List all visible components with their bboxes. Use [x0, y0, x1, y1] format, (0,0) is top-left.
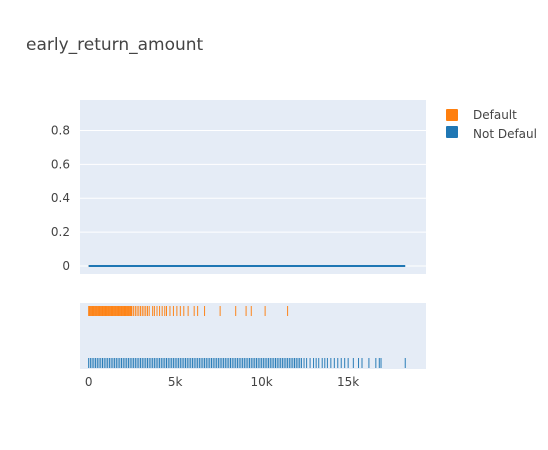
- x-tick-label-0: 0: [85, 375, 93, 389]
- y-tick-label-0-2: 0.2: [51, 225, 70, 239]
- rug-plot-marks: [88, 306, 406, 368]
- x-tick-label-10k: 10k: [251, 375, 273, 389]
- legend-swatch-not-default[interactable]: [446, 126, 458, 138]
- legend-label-default[interactable]: Default: [473, 108, 517, 122]
- legend-swatch-default[interactable]: [446, 109, 458, 121]
- legend-label-not-default[interactable]: Not Defaul: [473, 127, 537, 141]
- y-axis-ticks: 0 0.2 0.4 0.6 0.8: [51, 123, 70, 273]
- y-tick-label-0-6: 0.6: [51, 157, 70, 171]
- y-tick-label-0: 0: [62, 259, 70, 273]
- x-tick-label-5k: 5k: [168, 375, 183, 389]
- chart-title: early_return_amount: [26, 35, 204, 55]
- y-tick-label-0-8: 0.8: [51, 123, 70, 137]
- legend[interactable]: Default Not Defaul: [446, 108, 537, 141]
- main-plot-background: [80, 100, 426, 274]
- x-tick-label-15k: 15k: [337, 375, 359, 389]
- x-axis-ticks: 0 5k 10k 15k: [85, 375, 359, 389]
- y-tick-label-0-4: 0.4: [51, 191, 70, 205]
